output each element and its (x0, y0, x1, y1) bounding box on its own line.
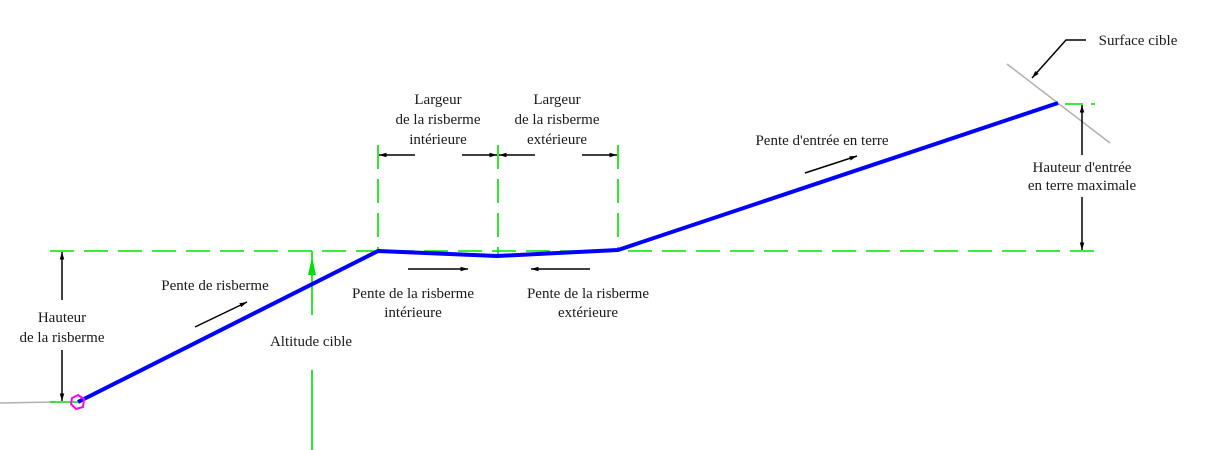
label-pente-int-1: Pente de la risberme (352, 286, 474, 302)
label-pente-ext-1: Pente de la risberme (527, 286, 649, 302)
label-hauteur-risberme-2: de la risberme (20, 330, 105, 346)
label-largeur-ext-2: de la risberme (515, 112, 600, 128)
label-largeur-int-2: de la risberme (396, 112, 481, 128)
pente-risberme-arrow-icon (194, 301, 248, 328)
start-point-marker-icon (69, 393, 86, 411)
pente-entree-arrow-icon (804, 155, 858, 174)
label-hauteur-entree-2: en terre maximale (1028, 178, 1137, 194)
altitude-cible-arrow-icon (308, 257, 316, 275)
label-pente-entree: Pente d'entrée en terre (755, 133, 888, 149)
label-largeur-ext-1: Largeur (533, 92, 580, 108)
label-pente-risberme: Pente de risberme (161, 278, 269, 294)
label-largeur-ext-3: extérieure (527, 132, 587, 148)
bench-profile-line (77, 101, 1059, 404)
target-surface-line (1006, 63, 1111, 144)
label-largeur-int-3: intérieure (409, 132, 467, 148)
label-surface-cible: Surface cible (1099, 33, 1178, 49)
surface-cible-leader-icon (1031, 39, 1086, 79)
label-largeur-int-1: Largeur (414, 92, 461, 108)
existing-ground-line (0, 401, 56, 404)
label-pente-ext-2: extérieure (558, 305, 618, 321)
label-altitude-cible: Altitude cible (270, 334, 352, 350)
label-hauteur-risberme-1: Hauteur (38, 310, 86, 326)
label-hauteur-entree-1: Hauteur d'entrée (1033, 160, 1132, 176)
label-pente-int-2: intérieure (384, 305, 442, 321)
